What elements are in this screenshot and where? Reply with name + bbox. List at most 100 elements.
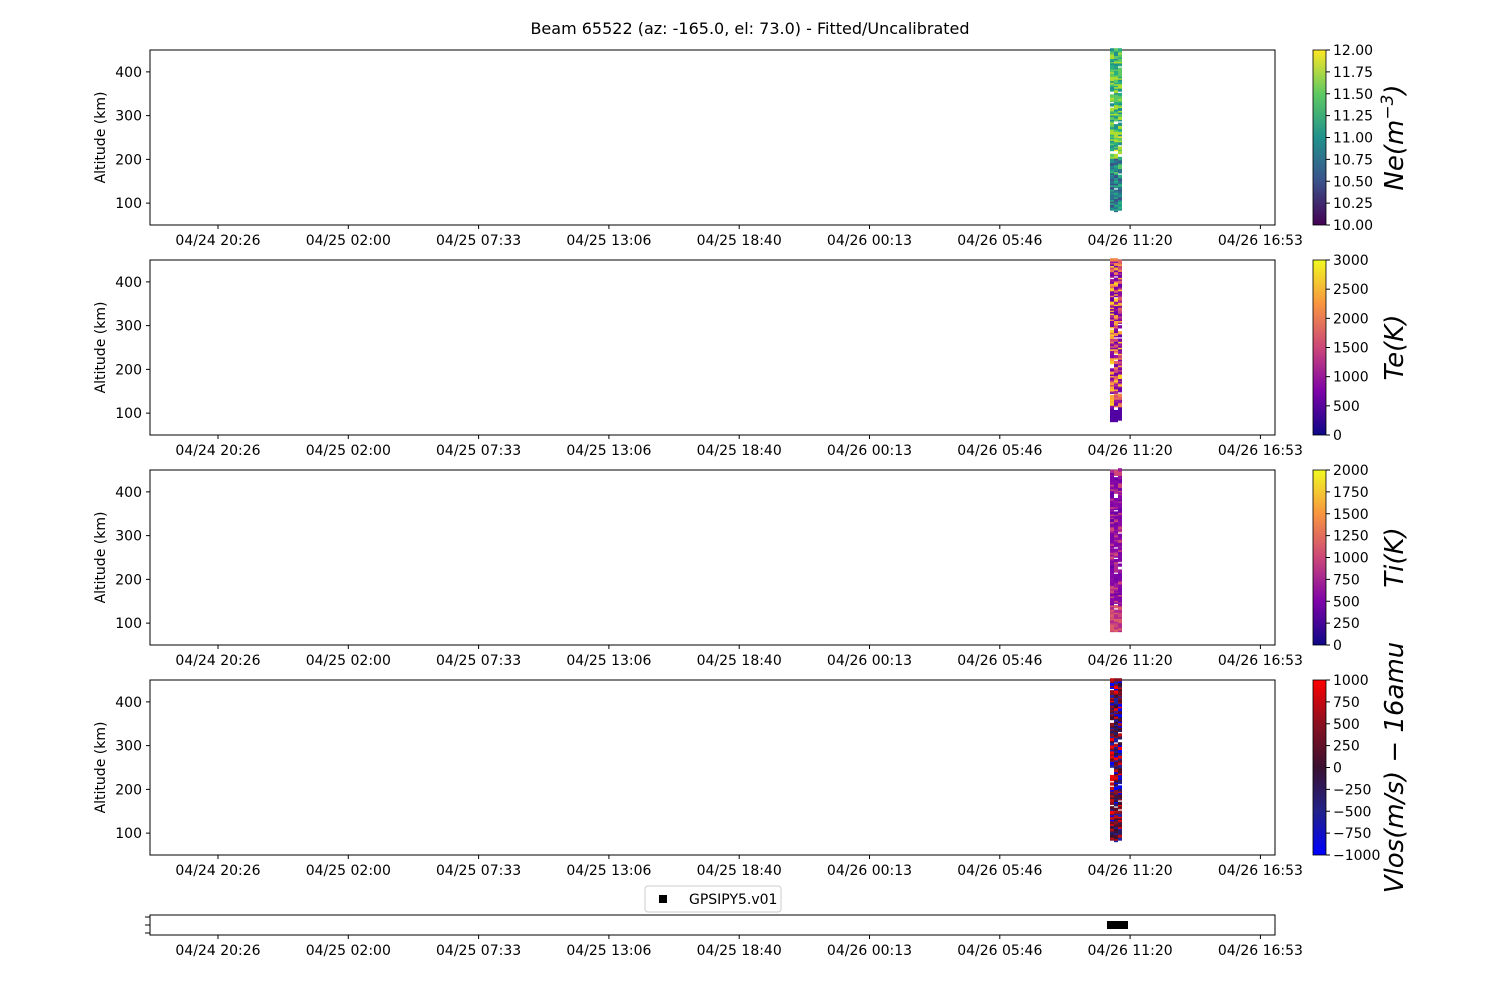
data-cell <box>1114 141 1118 146</box>
data-cell <box>1114 159 1118 164</box>
data-cell <box>1114 55 1118 59</box>
data-cell <box>1118 265 1122 269</box>
y-tick-label: 400 <box>115 275 142 291</box>
data-cell <box>1110 301 1114 305</box>
data-cell <box>1118 788 1122 792</box>
data-cell <box>1114 409 1118 414</box>
colorbar-tick-label: 500 <box>1333 717 1360 733</box>
data-cell <box>1110 338 1114 342</box>
x-tick-label: 04/26 11:20 <box>1088 653 1173 669</box>
data-cell <box>1114 497 1118 502</box>
data-cell <box>1110 834 1114 838</box>
data-cell <box>1110 103 1114 107</box>
panel-axes <box>149 469 1276 646</box>
colorbar-tick-label: 3000 <box>1333 253 1369 269</box>
x-tick-label: 04/25 02:00 <box>306 863 391 879</box>
data-cell <box>1114 282 1118 286</box>
data-cell <box>1118 325 1122 329</box>
data-cell <box>1110 561 1114 566</box>
data-cell <box>1114 594 1118 598</box>
data-cell <box>1114 314 1118 319</box>
data-cell <box>1110 503 1114 508</box>
x-tick-label: 04/26 05:46 <box>957 233 1042 249</box>
y-tick-label: 100 <box>115 826 142 842</box>
x-tick-label: 04/25 07:33 <box>436 233 521 249</box>
data-cell <box>1114 697 1118 701</box>
x-tick-label: 04/25 13:06 <box>566 233 651 249</box>
data-cell <box>1114 503 1118 508</box>
data-cell <box>1110 527 1114 532</box>
x-tick-label: 04/25 18:40 <box>697 443 782 459</box>
colorbar-tick-label: 1250 <box>1333 529 1369 545</box>
data-cell <box>1114 807 1118 811</box>
data-cell <box>1114 678 1118 682</box>
x-tick-label: 04/26 00:13 <box>827 653 912 669</box>
data-cell <box>1114 489 1118 493</box>
legend-box <box>644 885 782 913</box>
colorbar-label: Vlos(m/s) − 16amu <box>1380 642 1410 894</box>
data-cell <box>1114 511 1118 515</box>
data-cell <box>1110 279 1114 283</box>
x-tick-label: 04/24 20:26 <box>175 653 260 669</box>
colorbar-tick-label: 500 <box>1333 399 1360 415</box>
x-tick-label: 04/25 07:33 <box>436 863 521 879</box>
data-cell <box>1114 609 1118 613</box>
data-cell <box>1118 406 1122 411</box>
data-cell <box>1114 286 1118 290</box>
x-tick-label: 04/26 16:53 <box>1218 863 1303 879</box>
data-cell <box>1110 564 1114 569</box>
y-tick-label: 300 <box>115 529 142 545</box>
data-cell <box>1118 810 1122 814</box>
data-cell <box>1118 338 1122 342</box>
data-cell <box>1114 815 1118 819</box>
x-tick-label: 04/26 11:20 <box>1088 863 1173 879</box>
y-tick-label: 400 <box>115 485 142 501</box>
data-cell <box>1114 258 1118 262</box>
data-cell <box>1118 131 1122 135</box>
data-cell <box>1114 731 1118 736</box>
colorbar-tick-label: 2000 <box>1333 311 1369 327</box>
data-cell <box>1114 821 1118 825</box>
data-cell <box>1110 351 1114 356</box>
data-cell <box>1110 682 1114 686</box>
data-cell <box>1118 307 1122 311</box>
data-cell <box>1114 569 1118 573</box>
colorbar-tick-label: 10.75 <box>1333 152 1373 168</box>
data-cell <box>1118 393 1122 397</box>
colorbar-tick-label: 1500 <box>1333 341 1369 357</box>
data-cell <box>1114 322 1118 326</box>
data-cell <box>1118 174 1122 178</box>
data-cell <box>1118 813 1122 817</box>
data-cell <box>1110 478 1114 482</box>
data-cell <box>1114 94 1118 98</box>
y-axis-label: Altitude (km) <box>93 512 109 604</box>
y-tick-label: 100 <box>115 196 142 212</box>
data-cell <box>1110 590 1114 594</box>
colorbar-tick-label: 11.25 <box>1333 109 1373 125</box>
colorbar-tick-label: 0 <box>1333 761 1342 777</box>
data-cell <box>1110 579 1114 584</box>
data-cell <box>1110 733 1114 737</box>
data-cell <box>1118 710 1122 715</box>
data-cell <box>1110 371 1114 375</box>
data-cell <box>1110 548 1114 552</box>
data-cell <box>1114 700 1118 704</box>
y-axis-label: Altitude (km) <box>93 302 109 394</box>
x-tick-label: 04/26 16:53 <box>1218 443 1303 459</box>
colorbar-tick-label: 1000 <box>1333 551 1369 567</box>
data-cell <box>1114 681 1118 685</box>
data-cell <box>1118 733 1122 737</box>
data-cell <box>1118 801 1122 805</box>
data-cell <box>1118 122 1122 126</box>
y-tick-label: 100 <box>115 406 142 422</box>
colorbar-tick-label: 11.75 <box>1333 65 1373 81</box>
data-cell <box>1110 368 1114 372</box>
data-cell <box>1114 774 1118 779</box>
data-cell <box>1110 469 1114 474</box>
data-cell <box>1110 204 1114 208</box>
scatter-point <box>1122 921 1128 929</box>
data-cell <box>1114 628 1118 633</box>
data-cell <box>1114 298 1118 302</box>
x-tick-label: 04/24 20:26 <box>175 233 260 249</box>
